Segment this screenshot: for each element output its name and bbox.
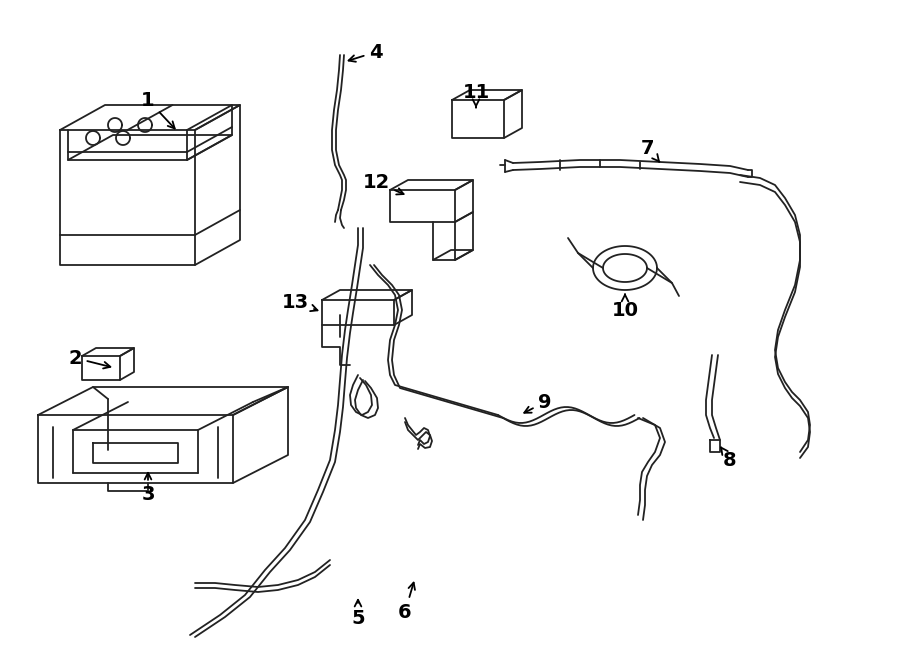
Text: 6: 6	[398, 582, 415, 621]
Text: 13: 13	[282, 293, 318, 311]
Text: 7: 7	[641, 139, 660, 162]
Text: 12: 12	[363, 173, 403, 194]
Text: 3: 3	[141, 473, 155, 504]
Text: 4: 4	[348, 42, 382, 61]
Text: 5: 5	[351, 600, 364, 627]
Text: 10: 10	[611, 294, 638, 319]
Text: 11: 11	[463, 83, 490, 107]
Text: 9: 9	[525, 393, 552, 412]
Text: 2: 2	[68, 348, 111, 368]
Text: 8: 8	[721, 447, 737, 469]
Text: 1: 1	[141, 91, 175, 128]
